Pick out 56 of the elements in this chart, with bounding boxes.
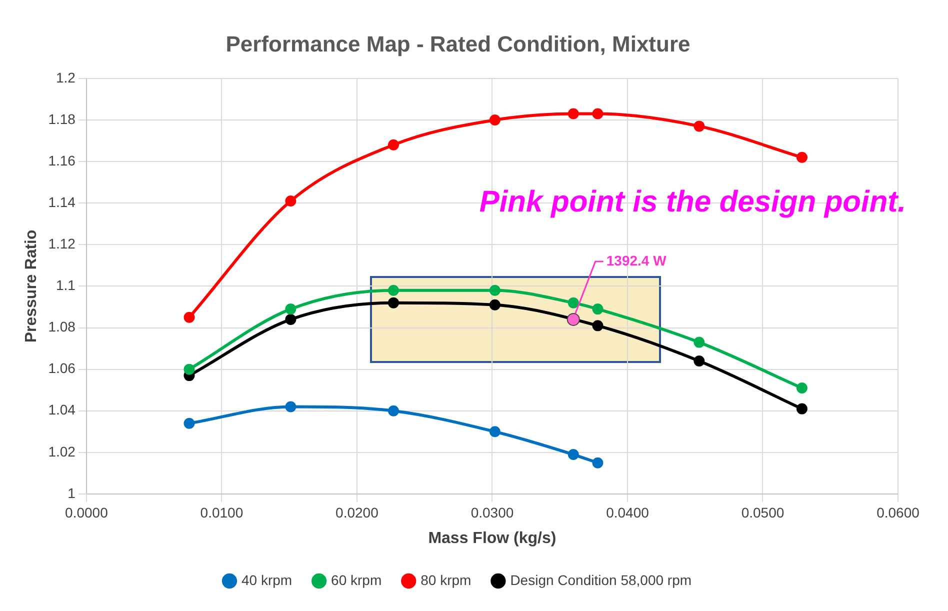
point <box>694 336 705 348</box>
point <box>489 114 500 126</box>
point <box>796 152 808 163</box>
point <box>489 284 500 296</box>
x-tick-label: 0.0100 <box>200 504 244 520</box>
point <box>568 297 579 308</box>
point <box>388 284 399 296</box>
annotation: 1392.4 W <box>606 252 668 268</box>
point <box>566 312 580 326</box>
y-tick-label: 1.08 <box>48 318 76 335</box>
x-tick-label: 0.0400 <box>606 504 650 520</box>
chart-title: Performance Map - Rated Condition, Mixture <box>226 31 690 56</box>
x-tick-label: 0.0600 <box>876 504 920 520</box>
y-axis-title: Pressure Ratio <box>23 230 40 343</box>
x-axis-title: Mass Flow (kg/s) <box>428 530 556 547</box>
x-tick-label: 0.0000 <box>65 504 108 520</box>
point <box>489 299 500 310</box>
y-tick-label: 1.1 <box>56 277 76 294</box>
point <box>388 405 399 416</box>
legend-label: Design Condition 58,000 rpm <box>510 572 692 588</box>
point <box>184 312 195 323</box>
point <box>489 426 500 438</box>
point <box>694 120 705 132</box>
point <box>592 320 604 332</box>
y-tick-label: 1.2 <box>56 69 76 86</box>
point <box>285 314 296 325</box>
point <box>285 196 296 206</box>
point <box>796 382 808 394</box>
legend-label: 40 krpm <box>241 572 292 588</box>
x-tick-label: 0.0200 <box>336 504 379 520</box>
y-tick-label: 1.18 <box>48 110 76 127</box>
legend-label: 80 krpm <box>420 572 472 588</box>
legend-label: 60 krpm <box>331 572 382 588</box>
point <box>694 356 705 367</box>
point <box>592 304 604 315</box>
point <box>388 139 399 150</box>
point <box>285 401 296 412</box>
y-tick-label: 1.06 <box>48 360 76 376</box>
point <box>285 304 296 315</box>
x-tick-label: 0.0300 <box>470 504 514 520</box>
y-tick-label: 1.16 <box>48 152 76 168</box>
point <box>568 449 579 460</box>
point <box>568 108 579 120</box>
y-tick-label: 1 <box>68 484 76 501</box>
point <box>388 297 399 308</box>
point <box>184 364 195 375</box>
point <box>592 108 604 120</box>
point <box>592 457 604 468</box>
y-tick-label: 1.12 <box>48 236 76 252</box>
annotation: Pink point is the design point. <box>479 185 906 218</box>
point <box>184 418 195 429</box>
y-tick-label: 1.14 <box>48 194 76 210</box>
y-tick-label: 1.02 <box>48 443 76 460</box>
point <box>796 403 808 414</box>
x-tick-label: 0.0500 <box>741 504 784 520</box>
y-tick-label: 1.04 <box>48 402 76 418</box>
